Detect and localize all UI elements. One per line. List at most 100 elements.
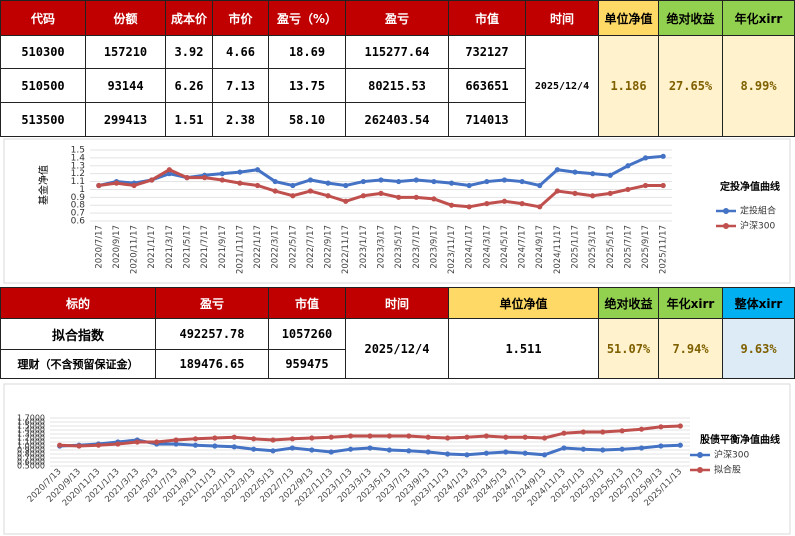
point	[290, 182, 296, 189]
point	[131, 182, 137, 189]
point	[272, 188, 278, 194]
x-tick-label: 2025/3/17	[588, 225, 598, 269]
x-tick-label: 2024/9/17	[535, 225, 545, 269]
point	[254, 182, 261, 189]
return-cell: 51.07%	[598, 318, 659, 379]
point	[115, 441, 121, 447]
y-tick-label: 1.7000	[17, 414, 45, 423]
point	[466, 182, 472, 189]
point	[554, 167, 560, 173]
point	[309, 447, 315, 453]
point	[360, 193, 366, 199]
return-cell: 27.65%	[658, 35, 723, 137]
point	[431, 196, 437, 202]
point	[406, 433, 412, 439]
header-cell: 成本价	[165, 0, 213, 36]
point	[541, 435, 548, 441]
y-tick-label: 0.8	[71, 201, 86, 211]
x-tick-label: 2021/7/17	[200, 225, 210, 269]
header-cell: 单位净值	[448, 287, 599, 319]
point	[677, 423, 683, 429]
point	[658, 443, 664, 449]
point	[360, 178, 366, 185]
point	[413, 194, 419, 200]
x-tick-label: 2021/5/17	[183, 225, 193, 269]
point	[561, 430, 567, 436]
point	[396, 194, 402, 200]
point	[76, 443, 82, 449]
x-tick-label: 2022/9/17	[324, 225, 334, 269]
x-tick-label: 2020/11/17	[130, 225, 140, 274]
y-tick-label: 1.4000	[17, 426, 45, 435]
point	[343, 182, 349, 189]
point	[173, 437, 179, 443]
point	[501, 198, 508, 204]
x-tick-label: 2025/7/17	[623, 225, 633, 269]
point	[561, 445, 567, 451]
point	[448, 180, 455, 186]
y-tick-label: 1.6000	[17, 418, 45, 427]
x-tick-label: 2020/9/17	[112, 225, 122, 269]
y-tick-label: 1.1	[71, 177, 85, 187]
point	[343, 198, 349, 204]
legend-label: 沪深300	[714, 449, 749, 461]
nav-cell: 1.186	[598, 35, 659, 137]
legend-marker	[697, 452, 703, 458]
legend-label: 沪深300	[740, 220, 775, 232]
point	[425, 449, 431, 455]
point	[642, 182, 649, 189]
y-tick-label: 0.7	[71, 209, 85, 219]
point	[503, 434, 509, 440]
point	[367, 433, 373, 439]
point	[396, 178, 402, 185]
x-tick-label: 2023/7/17	[412, 225, 422, 269]
chart-title: 股债平衡净值曲线	[700, 433, 780, 446]
point	[328, 449, 334, 455]
chart-title: 定投净值曲线	[720, 180, 780, 193]
point	[607, 190, 613, 196]
x-tick-label: 2023/11/17	[447, 225, 457, 274]
point	[289, 445, 296, 451]
point	[466, 204, 472, 210]
point	[541, 452, 548, 458]
header-cell: 市值	[448, 0, 526, 36]
y-tick-label: 1.2	[71, 169, 85, 179]
y-tick-label: 1.2000	[17, 434, 45, 443]
overall-xirr-cell: 9.63%	[722, 318, 795, 379]
point	[464, 452, 470, 458]
point	[501, 177, 508, 183]
header-cell: 整体xirr	[722, 287, 795, 319]
point	[660, 182, 666, 189]
point	[166, 171, 172, 177]
y-axis-label: 基金净值	[37, 165, 50, 205]
point	[638, 426, 645, 432]
point	[348, 446, 354, 452]
point	[212, 443, 218, 449]
y-tick-label: 0.9000	[17, 446, 45, 455]
point	[677, 442, 683, 448]
x-tick-label: 2024/7/17	[518, 225, 528, 269]
x-tick-label: 2020/7/17	[94, 225, 104, 269]
point	[270, 448, 276, 454]
point	[503, 449, 509, 455]
point	[600, 429, 606, 435]
point	[348, 433, 354, 439]
x-tick-label: 2023/1/17	[359, 225, 369, 269]
point	[325, 193, 331, 199]
point	[307, 188, 314, 194]
y-tick-label: 1.5000	[17, 422, 45, 431]
point	[522, 434, 528, 440]
header-cell: 时间	[345, 287, 449, 319]
point	[212, 435, 218, 441]
legend-label: 拟合股	[714, 464, 741, 476]
point	[154, 439, 160, 445]
y-tick-label: 0.6	[71, 217, 86, 227]
point	[413, 177, 419, 183]
x-tick-label: 2023/3/17	[377, 225, 387, 269]
point	[607, 172, 613, 178]
point	[625, 186, 631, 193]
x-tick-label: 2021/11/17	[235, 225, 245, 274]
point	[537, 204, 543, 210]
point	[484, 178, 490, 185]
